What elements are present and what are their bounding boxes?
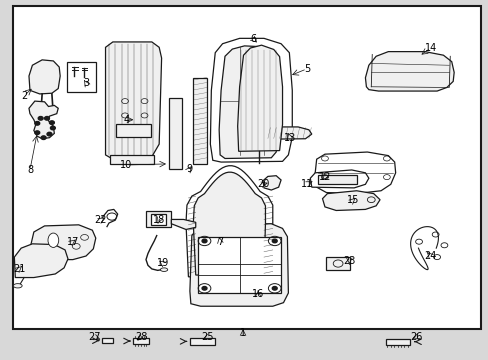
Text: 25: 25 — [201, 332, 214, 342]
Polygon shape — [105, 42, 161, 158]
Polygon shape — [189, 224, 288, 306]
Circle shape — [47, 132, 52, 136]
Text: 22: 22 — [94, 215, 107, 225]
Bar — [168, 98, 181, 169]
Circle shape — [202, 287, 206, 290]
Polygon shape — [264, 127, 311, 139]
Polygon shape — [310, 170, 368, 188]
Bar — [193, 78, 206, 164]
Circle shape — [38, 117, 43, 120]
Ellipse shape — [13, 284, 22, 288]
Bar — [66, 62, 96, 92]
Polygon shape — [315, 152, 395, 194]
Circle shape — [50, 126, 55, 130]
Bar — [146, 211, 171, 227]
Bar — [102, 338, 113, 343]
Circle shape — [202, 239, 206, 243]
Text: 24: 24 — [424, 251, 436, 261]
Circle shape — [35, 122, 40, 125]
Text: 6: 6 — [250, 34, 256, 44]
Text: 14: 14 — [424, 43, 436, 53]
Text: 17: 17 — [66, 237, 79, 247]
Polygon shape — [14, 244, 68, 278]
FancyBboxPatch shape — [13, 6, 480, 329]
Bar — [116, 125, 151, 137]
Circle shape — [272, 239, 277, 243]
Text: 13: 13 — [283, 133, 295, 143]
Polygon shape — [185, 166, 272, 277]
Polygon shape — [29, 60, 60, 94]
Polygon shape — [171, 220, 195, 229]
Bar — [385, 338, 409, 345]
Bar — [317, 175, 356, 184]
Bar — [326, 257, 349, 270]
Polygon shape — [237, 45, 282, 151]
Polygon shape — [210, 39, 292, 162]
Text: 16: 16 — [251, 289, 264, 299]
Text: 15: 15 — [346, 195, 358, 206]
Bar — [189, 338, 215, 345]
Circle shape — [41, 136, 46, 139]
Circle shape — [272, 287, 277, 290]
Circle shape — [49, 121, 54, 125]
Text: 5: 5 — [303, 64, 309, 74]
Polygon shape — [219, 46, 278, 158]
Text: 2: 2 — [21, 91, 27, 101]
Bar — [110, 155, 154, 164]
Ellipse shape — [48, 233, 59, 247]
Text: 19: 19 — [156, 258, 168, 268]
Text: 4: 4 — [123, 115, 129, 125]
Text: 18: 18 — [153, 215, 165, 225]
Circle shape — [44, 117, 49, 120]
Bar — [133, 338, 149, 344]
Polygon shape — [193, 172, 265, 275]
Circle shape — [35, 131, 40, 134]
Polygon shape — [29, 101, 58, 139]
Text: 21: 21 — [13, 264, 25, 274]
Text: 26: 26 — [409, 332, 422, 342]
Text: 3: 3 — [83, 78, 89, 88]
Text: 23: 23 — [343, 256, 355, 266]
Text: 11: 11 — [300, 179, 312, 189]
Text: 12: 12 — [318, 172, 330, 182]
Polygon shape — [263, 176, 281, 190]
Text: 28: 28 — [135, 332, 147, 342]
Text: 10: 10 — [120, 160, 132, 170]
Text: 20: 20 — [256, 179, 269, 189]
Text: 7: 7 — [217, 237, 223, 247]
Polygon shape — [322, 191, 379, 211]
Text: 27: 27 — [88, 332, 101, 342]
Text: 8: 8 — [27, 165, 33, 175]
Text: 9: 9 — [186, 163, 193, 174]
Polygon shape — [31, 225, 96, 260]
Text: 1: 1 — [240, 328, 245, 338]
Bar — [198, 237, 281, 293]
Bar — [151, 214, 166, 225]
Ellipse shape — [160, 268, 167, 271]
Polygon shape — [365, 51, 453, 91]
